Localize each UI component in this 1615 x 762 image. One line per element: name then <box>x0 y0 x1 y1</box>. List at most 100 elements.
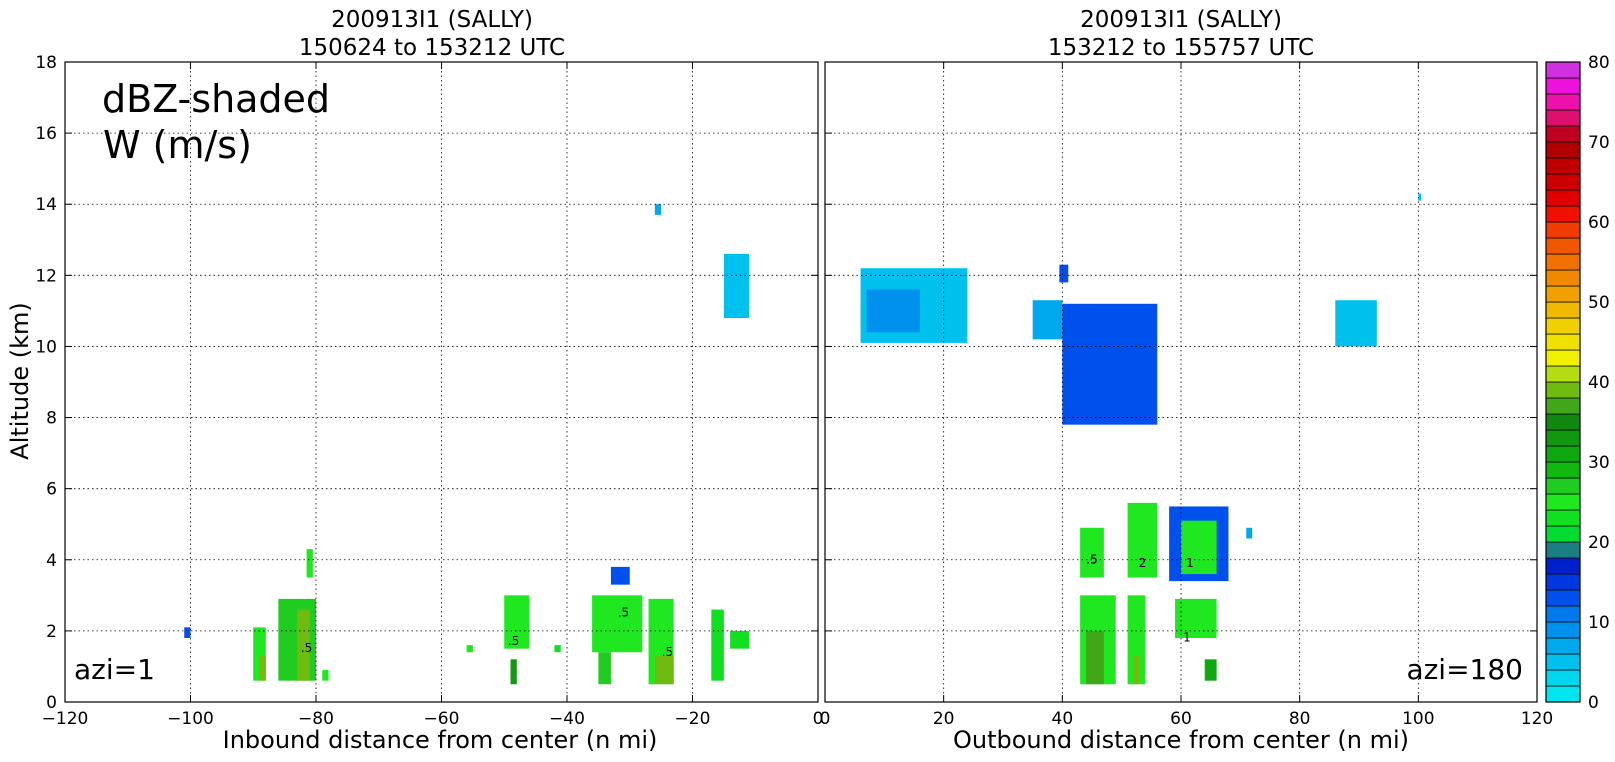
right-cells <box>860 193 1422 685</box>
colorbar-swatch <box>1545 429 1581 447</box>
colorbar-swatch <box>1545 365 1581 383</box>
right-echo-cell-1 <box>866 289 920 333</box>
right-contour-label: 2 <box>1139 556 1147 570</box>
colorbar-tick-label: 50 <box>1588 293 1610 313</box>
colorbar-swatches <box>1545 61 1581 703</box>
right-grid <box>825 62 1537 702</box>
colorbar-ticks: 0 10 20 30 40 50 60 70 80 <box>1588 53 1610 713</box>
left-echo-cell-8 <box>322 670 329 681</box>
colorbar-swatch <box>1545 685 1581 703</box>
right-echo-cell-13 <box>1133 655 1140 685</box>
right-contour-label: 1 <box>1186 556 1194 570</box>
right-y-ticks <box>825 61 1537 703</box>
y-tick-label: 18 <box>35 53 57 73</box>
right-title-line1: 200913I1 (SALLY) <box>1080 7 1282 33</box>
right-x-tick-label: 120 <box>1521 709 1553 729</box>
y-tick-label: 2 <box>46 622 57 642</box>
y-tick-label: 12 <box>35 266 57 286</box>
colorbar-swatch <box>1545 445 1581 463</box>
right-echo-cell-16 <box>1335 300 1377 347</box>
left-echo-cell-13 <box>592 595 643 653</box>
left-y-ticks: 0 2 4 6 8 10 12 14 16 18 <box>35 53 818 713</box>
colorbar-swatch <box>1545 317 1581 335</box>
left-x-tick-label: −20 <box>675 709 711 729</box>
right-x-tick-label: 60 <box>1170 709 1192 729</box>
colorbar-swatch <box>1545 589 1581 607</box>
colorbar-tick-label: 10 <box>1588 613 1610 633</box>
right-echo-cell-4 <box>1062 303 1158 425</box>
colorbar-frame <box>1545 61 1581 703</box>
colorbar-swatch <box>1545 333 1581 351</box>
colorbar-swatch <box>1545 61 1581 79</box>
left-echo-cell-14 <box>610 566 630 585</box>
colorbar-swatch <box>1545 573 1581 591</box>
right-x-axis-label: Outbound distance from center (n mi) <box>953 726 1409 754</box>
colorbar-swatch <box>1545 509 1581 527</box>
right-echo-cell-6 <box>1127 502 1158 578</box>
left-echo-cell-12 <box>554 645 561 653</box>
left-title-line2: 150624 to 153212 UTC <box>299 35 565 61</box>
right-title-line2: 153212 to 155757 UTC <box>1048 35 1314 61</box>
right-azimuth-label: azi=180 <box>1406 653 1523 686</box>
colorbar-swatch <box>1545 301 1581 319</box>
left-x-tick-label: −80 <box>298 709 334 729</box>
colorbar-tick-label: 20 <box>1588 533 1610 553</box>
left-echo-cell-7 <box>306 549 313 578</box>
left-contour-label: .5 <box>618 606 629 620</box>
left-grid <box>65 62 818 702</box>
left-echo-cell-15 <box>598 652 611 685</box>
right-echo-cell-2 <box>1032 300 1063 340</box>
colorbar-swatch <box>1545 349 1581 367</box>
y-tick-label: 0 <box>46 693 57 713</box>
left-panel: −120 −100 −80 −60 −40 −20 0 0 2 4 6 8 10 12 14 16 18 20… <box>6 7 823 754</box>
colorbar-swatch <box>1545 381 1581 399</box>
colorbar-tick-label: 70 <box>1588 133 1610 153</box>
colorbar-swatch <box>1545 141 1581 159</box>
left-echo-cell-9 <box>466 645 473 653</box>
left-echo-cell-4 <box>259 655 266 681</box>
right-contour-label: 2 <box>1139 556 1147 570</box>
right-contour-label: 1 <box>1183 631 1191 645</box>
left-x-tick-label: −120 <box>42 709 89 729</box>
right-echo-cell-9 <box>1246 527 1253 539</box>
right-x-tick-label: 40 <box>1052 709 1074 729</box>
left-x-tick-label: −100 <box>167 709 214 729</box>
colorbar-swatch <box>1545 493 1581 511</box>
colorbar-swatch <box>1545 653 1581 671</box>
colorbar-swatch <box>1545 285 1581 303</box>
y-tick-label: 8 <box>46 409 57 429</box>
y-axis-label: Altitude (km) <box>6 302 34 459</box>
right-x-tick-label: 0 <box>820 709 831 729</box>
y-tick-label: 6 <box>46 480 57 500</box>
left-contour-label: .5 <box>301 641 312 655</box>
left-x-tick-label: −40 <box>549 709 585 729</box>
left-x-axis-label: Inbound distance from center (n mi) <box>223 726 658 754</box>
colorbar-tick-label: 30 <box>1588 453 1610 473</box>
left-echo-cell-2 <box>654 204 662 215</box>
left-echo-cell-11 <box>510 659 517 685</box>
colorbar-swatch <box>1545 173 1581 191</box>
right-x-ticks: 0 20 40 60 80 100 120 <box>820 62 1553 729</box>
colorbar-tick-label: 60 <box>1588 213 1610 233</box>
colorbar-swatch <box>1545 237 1581 255</box>
colorbar-swatch <box>1545 477 1581 495</box>
colorbar-swatch <box>1545 77 1581 95</box>
right-contour-label: .5 <box>1086 552 1097 566</box>
colorbar-swatch <box>1545 189 1581 207</box>
right-echo-cell-17 <box>1418 193 1422 201</box>
colorbar-swatch <box>1545 157 1581 175</box>
left-contour-label: .5 <box>508 634 519 648</box>
left-x-tick-label: −60 <box>424 709 460 729</box>
w-units-label: W (m/s) <box>103 123 252 167</box>
y-tick-label: 10 <box>35 337 57 357</box>
colorbar-swatch <box>1545 541 1581 559</box>
left-echo-cell-18 <box>711 609 724 681</box>
left-echo-cell-0 <box>184 627 191 638</box>
dbz-shaded-label: dBZ-shaded <box>102 77 330 121</box>
right-echo-cell-12 <box>1127 595 1146 685</box>
left-cells <box>184 204 749 685</box>
colorbar-swatch <box>1545 637 1581 655</box>
left-echo-cell-10 <box>504 595 530 649</box>
colorbar-swatch <box>1545 109 1581 127</box>
